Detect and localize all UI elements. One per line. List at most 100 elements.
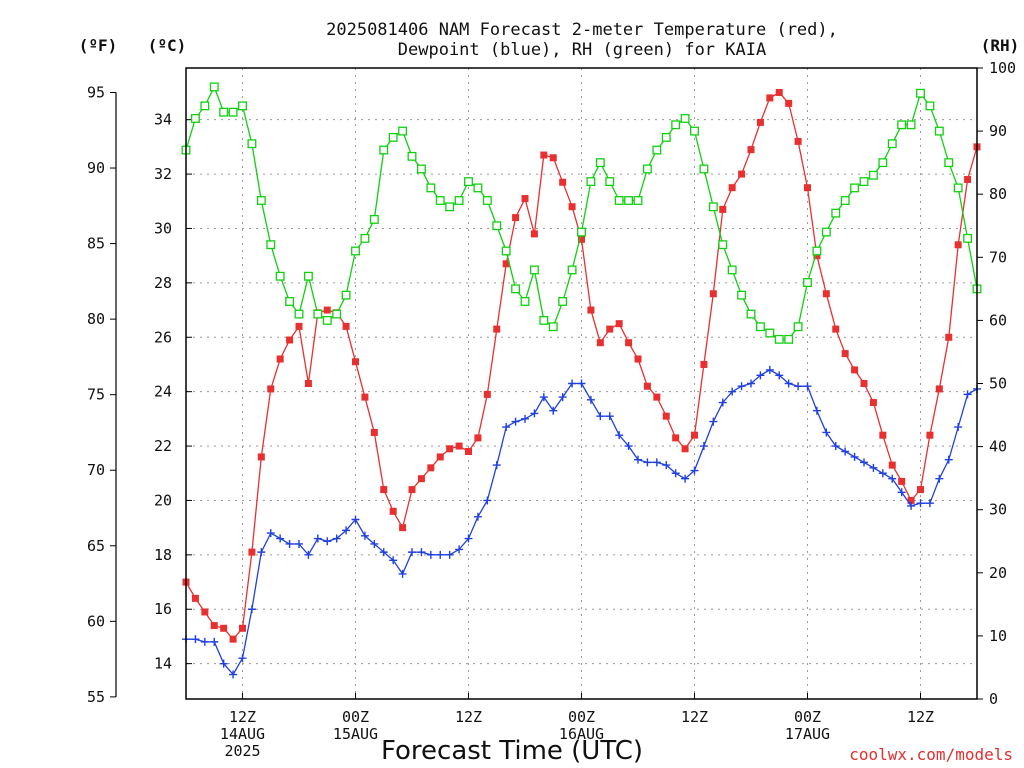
temperature-point	[587, 306, 595, 314]
dewpoint-point	[351, 515, 360, 524]
rh-point	[793, 322, 803, 332]
temperature-point	[502, 260, 510, 268]
dewpoint-point	[662, 461, 671, 470]
temperature-point	[342, 322, 350, 330]
temperature-point	[239, 624, 246, 632]
rh-point	[548, 322, 558, 332]
rh-point	[407, 151, 417, 161]
temperature-point	[465, 447, 472, 455]
fahrenheit-unit-label: (ºF)	[79, 36, 118, 55]
fahrenheit-tick-label: 65	[87, 537, 105, 555]
temperature-point	[719, 205, 727, 213]
temperature-point	[483, 390, 491, 398]
rh-point	[953, 183, 963, 193]
temperature-point	[615, 320, 623, 328]
chart-title-line2: Dewpoint (blue), RH (green) for KAIA	[398, 40, 766, 60]
temperature-point	[681, 445, 689, 453]
grid-lines	[186, 68, 977, 699]
rh-point	[831, 208, 841, 218]
temperature-point	[210, 622, 218, 630]
rh-point	[341, 290, 351, 300]
dewpoint-point	[775, 371, 784, 380]
rh-tick-label: 60	[989, 311, 1007, 329]
rh-tick-label: 70	[989, 248, 1007, 266]
dewpoint-point	[539, 393, 548, 402]
rh-point	[256, 196, 266, 205]
temperature-point	[804, 184, 811, 192]
rh-point	[708, 202, 718, 212]
dewpoint-point	[624, 442, 633, 451]
temperature-point	[672, 434, 680, 442]
rh-point	[266, 240, 276, 250]
temperature-point	[220, 624, 228, 632]
rh-point	[963, 233, 973, 243]
dewpoint-point	[935, 474, 944, 483]
dewpoint-point	[483, 496, 492, 505]
rh-point	[812, 246, 822, 256]
rh-point	[755, 322, 765, 332]
rh-unit-label: (RH)	[981, 36, 1020, 55]
dewpoint-point	[747, 379, 755, 388]
rh-point	[445, 202, 455, 212]
rh-point	[416, 164, 426, 174]
temperature-point	[869, 399, 877, 407]
temperature-point	[653, 393, 661, 401]
rh-point	[624, 196, 634, 205]
rh-point	[605, 177, 615, 187]
temperature-point	[634, 355, 642, 363]
dewpoint-point	[728, 387, 737, 396]
temperature-point	[530, 230, 538, 238]
temperature-point	[352, 358, 359, 366]
rh-point	[219, 107, 229, 117]
dewpoint-point	[238, 654, 247, 663]
temperature-point	[606, 325, 614, 333]
dewpoint-point	[850, 452, 859, 461]
rh-point	[567, 265, 577, 275]
dewpoint-point	[295, 539, 303, 548]
celsius-tick-label: 30	[154, 219, 172, 237]
dewpoint-point	[304, 550, 313, 559]
rh-point	[520, 297, 530, 306]
rh-point	[360, 233, 370, 243]
rh-point	[238, 101, 247, 111]
temperature-point	[728, 184, 736, 192]
rh-point	[821, 227, 831, 237]
rh-point	[435, 196, 445, 205]
temperature-point	[304, 380, 312, 387]
fahrenheit-tick-label: 75	[87, 386, 105, 404]
temperature-point	[549, 154, 557, 162]
rh-point	[859, 177, 869, 187]
temperature-point	[578, 235, 585, 243]
rh-point	[906, 120, 916, 130]
temperature-point	[295, 322, 303, 330]
temperature-point	[813, 252, 821, 260]
temperature-point	[474, 434, 482, 442]
rh-point	[850, 183, 860, 193]
dewpoint-point	[812, 406, 821, 415]
dewpoint-point	[332, 534, 341, 543]
rh-point	[680, 114, 690, 123]
dewpoint-point	[191, 635, 200, 644]
dewpoint-point	[408, 548, 416, 557]
rh-point	[595, 158, 605, 168]
data-series	[181, 82, 982, 679]
temperature-point	[361, 393, 369, 401]
temperature-point	[954, 241, 962, 249]
temperature-point	[512, 214, 520, 222]
dewpoint-point	[417, 548, 426, 557]
temperature-point	[841, 350, 849, 358]
temperature-point	[794, 137, 802, 145]
celsius-tick-label: 20	[154, 491, 172, 509]
temperature-point	[229, 635, 237, 643]
rh-point	[690, 126, 699, 136]
dewpoint-point	[803, 382, 812, 391]
dewpoint-point	[671, 469, 680, 478]
temperature-point	[417, 475, 425, 483]
rh-point	[727, 265, 737, 275]
rh-point	[803, 278, 812, 287]
dewpoint-point	[247, 605, 256, 614]
dewpoint-point	[229, 670, 238, 679]
temperature-point	[596, 339, 604, 347]
x-tick-label: 17AUG	[785, 725, 830, 743]
